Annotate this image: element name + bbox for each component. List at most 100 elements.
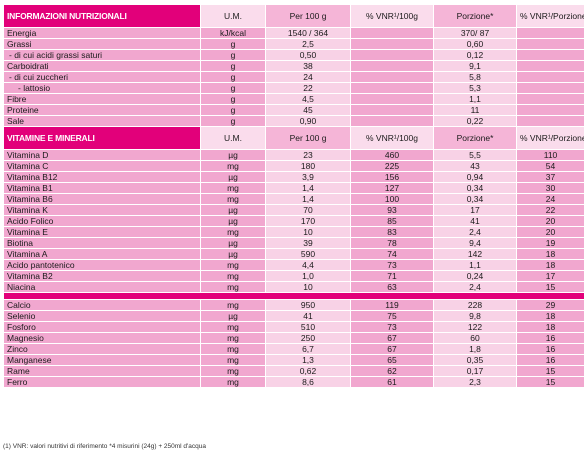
cell-per100: 4,4 (265, 259, 351, 271)
cell-name: Biotina (3, 237, 201, 249)
cell-name: Vitamina B2 (3, 270, 201, 282)
cell-vnr100 (350, 49, 434, 61)
table-row: Grassi g 2,5 0,60 (3, 38, 585, 50)
table-row: Acido pantotenico mg 4,4 73 1,1 18 (3, 259, 585, 271)
cell-vnrportion: 18 (516, 310, 585, 322)
cell-um: µg (200, 310, 266, 322)
cell-um: mg (200, 365, 266, 377)
cell-vnr100: 83 (350, 226, 434, 238)
cell-vnr100: 67 (350, 343, 434, 355)
cell-vnr100: 119 (350, 299, 434, 311)
cell-portion: 9,4 (433, 237, 517, 249)
section-nutritional-info: INFORMAZIONI NUTRIZIONALI U.M. Per 100 g… (3, 4, 585, 28)
cell-name: Vitamina B12 (3, 171, 201, 183)
cell-um: g (200, 60, 266, 72)
cell-name: Vitamina K (3, 204, 201, 216)
cell-vnrportion: 22 (516, 204, 585, 216)
cell-name: Carboidrati (3, 60, 201, 72)
cell-per100: 10 (265, 281, 351, 293)
cell-um: g (200, 71, 266, 83)
cell-per100: 3,9 (265, 171, 351, 183)
cell-um: mg (200, 321, 266, 333)
cell-name: Acido Folico (3, 215, 201, 227)
cell-vnrportion (516, 38, 585, 50)
cell-portion: 370/ 87 (433, 27, 517, 39)
cell-vnr100: 225 (350, 160, 434, 172)
cell-vnr100 (350, 82, 434, 94)
cell-vnrportion (516, 104, 585, 116)
table-row: Vitamina B12 µg 3,9 156 0,94 37 (3, 171, 585, 183)
footnote: (1) VNR: valori nutritivi di riferimento… (3, 443, 206, 450)
cell-vnrportion: 110 (516, 149, 585, 161)
cell-portion: 2,4 (433, 281, 517, 293)
cell-vnrportion: 29 (516, 299, 585, 311)
section-title: VITAMINE E MINERALI (3, 126, 201, 150)
cell-vnr100 (350, 93, 434, 105)
cell-vnr100: 73 (350, 259, 434, 271)
header-vnr100: % VNR¹/100g (350, 4, 434, 28)
cell-um: mg (200, 160, 266, 172)
header-um: U.M. (200, 4, 266, 28)
cell-portion: 0,35 (433, 354, 517, 366)
cell-per100: 0,90 (265, 115, 351, 127)
table-row: Manganese mg 1,3 65 0,35 16 (3, 354, 585, 366)
cell-vnrportion: 18 (516, 259, 585, 271)
cell-vnrportion: 19 (516, 237, 585, 249)
cell-name: Calcio (3, 299, 201, 311)
cell-per100: 0,50 (265, 49, 351, 61)
table-row: Vitamina B2 mg 1,0 71 0,24 17 (3, 270, 585, 282)
cell-portion: 5,5 (433, 149, 517, 161)
cell-vnr100: 460 (350, 149, 434, 161)
cell-per100: 590 (265, 248, 351, 260)
cell-per100: 8,6 (265, 376, 351, 388)
cell-portion: 1,8 (433, 343, 517, 355)
cell-per100: 0,62 (265, 365, 351, 377)
cell-portion: 1,1 (433, 93, 517, 105)
cell-portion: 0,34 (433, 182, 517, 194)
table-row: Carboidrati g 38 9,1 (3, 60, 585, 72)
cell-portion: 0,24 (433, 270, 517, 282)
cell-per100: 39 (265, 237, 351, 249)
cell-vnrportion: 17 (516, 270, 585, 282)
cell-per100: 1,4 (265, 182, 351, 194)
cell-portion: 41 (433, 215, 517, 227)
cell-um: mg (200, 270, 266, 282)
section-nutritional-rows: Energia kJ/kcal 1540 / 364 370/ 87 Grassi g 2,… (3, 27, 585, 127)
cell-vnrportion: 24 (516, 193, 585, 205)
section-header-vitamins: VITAMINE E MINERALI U.M. Per 100 g % VNR… (3, 126, 585, 150)
cell-per100: 950 (265, 299, 351, 311)
cell-portion: 0,12 (433, 49, 517, 61)
table-row: Proteine g 45 11 (3, 104, 585, 116)
header-per100: Per 100 g (265, 4, 351, 28)
cell-per100: 4,5 (265, 93, 351, 105)
cell-vnr100 (350, 27, 434, 39)
table-row: Vitamina B1 mg 1,4 127 0,34 30 (3, 182, 585, 194)
cell-vnrportion (516, 82, 585, 94)
cell-portion: 142 (433, 248, 517, 260)
table-row: - lattosio g 22 5,3 (3, 82, 585, 94)
cell-vnrportion: 30 (516, 182, 585, 194)
cell-portion: 2,3 (433, 376, 517, 388)
cell-per100: 41 (265, 310, 351, 322)
cell-um: g (200, 49, 266, 61)
cell-per100: 23 (265, 149, 351, 161)
cell-vnrportion: 16 (516, 354, 585, 366)
cell-name: - di cui acidi grassi saturi (3, 49, 201, 61)
cell-portion: 9,1 (433, 60, 517, 72)
cell-vnrportion: 15 (516, 281, 585, 293)
cell-name: Vitamina B1 (3, 182, 201, 194)
cell-per100: 510 (265, 321, 351, 333)
cell-portion: 228 (433, 299, 517, 311)
table-row: Ferro mg 8,6 61 2,3 15 (3, 376, 585, 388)
cell-per100: 1,0 (265, 270, 351, 282)
cell-um: µg (200, 149, 266, 161)
cell-vnr100: 85 (350, 215, 434, 227)
cell-portion: 0,22 (433, 115, 517, 127)
cell-per100: 24 (265, 71, 351, 83)
cell-per100: 45 (265, 104, 351, 116)
cell-vnr100: 62 (350, 365, 434, 377)
cell-vnrportion: 18 (516, 248, 585, 260)
cell-portion: 0,60 (433, 38, 517, 50)
